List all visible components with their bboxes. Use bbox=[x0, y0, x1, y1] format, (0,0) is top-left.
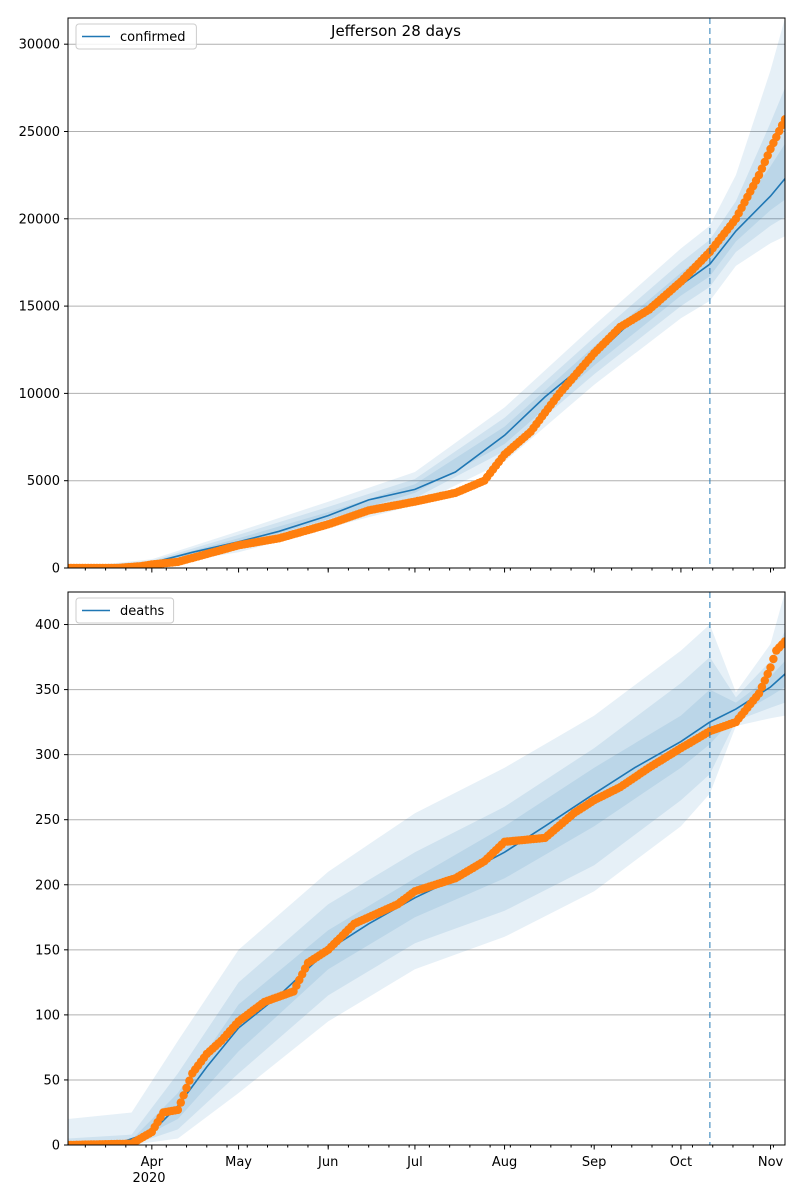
deaths-xtick-label: Jul bbox=[406, 1155, 423, 1170]
deaths-observed-points bbox=[68, 637, 785, 1145]
deaths-legend-label: deaths bbox=[120, 604, 165, 619]
deaths-ytick-label: 100 bbox=[35, 1008, 60, 1023]
confirmed-ytick-label: 10000 bbox=[19, 387, 60, 402]
deaths-ytick-label: 0 bbox=[52, 1139, 60, 1154]
deaths-xtick-label: Apr bbox=[141, 1155, 164, 1170]
deaths-observed-point bbox=[769, 654, 778, 664]
deaths-axes-frame bbox=[67, 591, 786, 1146]
deaths-ytick-label: 250 bbox=[35, 813, 60, 828]
deaths-observed-point bbox=[185, 1076, 194, 1085]
confirmed-plot-area bbox=[68, 18, 785, 568]
confirmed-observed-point bbox=[757, 164, 767, 173]
deaths-xtick-label: Sep bbox=[582, 1155, 607, 1170]
deaths-observed-point bbox=[766, 663, 775, 672]
deaths-observed-point bbox=[173, 1105, 183, 1115]
confirmed-chart: 0 5000 10000 15000 20000 25000 30000 confirmed bbox=[19, 17, 786, 577]
deaths-ytick-label: 150 bbox=[35, 943, 60, 958]
deaths-xtick-label: Nov bbox=[758, 1155, 784, 1170]
confirmed-ytick-label: 0 bbox=[52, 562, 60, 577]
confirmed-observed-point bbox=[763, 151, 772, 160]
confirmed-ytick-label: 15000 bbox=[19, 300, 60, 315]
deaths-chart: 0 50 100 150 200 250 300 350 400 Apr May Jun Jul Aug S… bbox=[35, 591, 786, 1170]
deaths-ytick-label: 300 bbox=[35, 748, 60, 763]
confirmed-observed-point bbox=[754, 170, 764, 180]
deaths-ytick-label: 350 bbox=[35, 683, 60, 698]
x-year-label: 2020 bbox=[132, 1171, 165, 1186]
deaths-observed-point bbox=[179, 1091, 188, 1100]
deaths-observed-point bbox=[176, 1098, 185, 1107]
deaths-xtick-label: Jun bbox=[317, 1155, 338, 1170]
deaths-uncertainty-band-3 bbox=[68, 661, 785, 1145]
confirmed-forecast-line bbox=[709, 178, 785, 265]
deaths-ytick-label: 50 bbox=[43, 1073, 60, 1088]
deaths-observed-point bbox=[780, 637, 785, 646]
deaths-ytick-label: 400 bbox=[35, 618, 60, 633]
deaths-observed-point bbox=[757, 682, 767, 692]
deaths-legend-box bbox=[75, 597, 175, 624]
deaths-observed-point bbox=[760, 676, 769, 685]
confirmed-legend: confirmed bbox=[75, 23, 197, 50]
deaths-xtick-label: Aug bbox=[492, 1155, 517, 1170]
confirmed-uncertainty-band-3 bbox=[68, 143, 785, 568]
confirmed-ytick-label: 5000 bbox=[27, 474, 60, 489]
confirmed-ytick-label: 20000 bbox=[19, 212, 60, 227]
figure-title: Jefferson 28 days bbox=[330, 22, 461, 40]
confirmed-legend-box bbox=[75, 23, 197, 50]
confirmed-observed-point bbox=[760, 157, 769, 167]
deaths-observed-point bbox=[763, 669, 772, 679]
deaths-plot-area bbox=[68, 592, 785, 1145]
confirmed-uncertainty-band-2 bbox=[68, 87, 785, 568]
confirmed-axes-frame bbox=[67, 17, 786, 569]
deaths-xtick-label: May bbox=[225, 1155, 252, 1170]
confirmed-ytick-label: 25000 bbox=[19, 125, 60, 140]
confirmed-observed-point bbox=[780, 115, 785, 124]
deaths-xtick-label: Oct bbox=[670, 1155, 692, 1170]
confirmed-ytick-label: 30000 bbox=[19, 38, 60, 53]
confirmed-uncertainty-band-1 bbox=[68, 18, 785, 568]
deaths-observed-point bbox=[182, 1083, 191, 1093]
deaths-uncertainty-band-1 bbox=[68, 592, 785, 1145]
deaths-observed-point bbox=[754, 689, 764, 698]
confirmed-observed-points bbox=[68, 115, 785, 568]
deaths-ytick-label: 200 bbox=[35, 878, 60, 893]
confirmed-legend-label: confirmed bbox=[120, 30, 186, 45]
deaths-legend: deaths bbox=[75, 597, 175, 624]
